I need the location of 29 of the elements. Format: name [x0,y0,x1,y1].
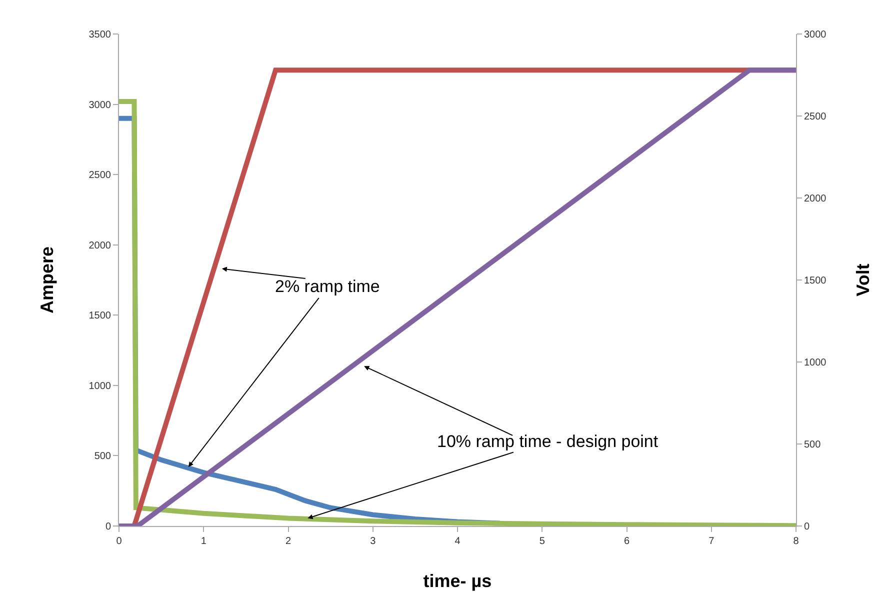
y-tick-label: 0 [105,522,112,532]
y2-tick-label: 0 [804,522,810,532]
annotation: 2% ramp time [275,277,380,296]
annotation: 10% ramp time - design point [437,432,658,451]
x-axis-title: time- µs [423,571,492,592]
y2-tick-label: 3000 [804,30,827,40]
y-tick-label: 2000 [88,240,112,252]
y-axis-title: Ampere [36,246,57,314]
x-tick-label: 4 [454,536,461,547]
x-tick-label: 5 [539,536,546,547]
x-tick-label: 6 [624,536,630,547]
y2-tick-label: 2500 [804,112,827,122]
y2-tick-label: 2000 [804,194,827,204]
y-tick-label: 3500 [88,30,112,40]
x-tick-label: 3 [370,536,376,547]
x-tick-label: 8 [793,536,800,547]
y2-tick-label: 500 [804,440,822,450]
y-tick-label: 500 [94,451,112,462]
y-tick-label: 3000 [88,100,112,111]
x-tick-label: 1 [200,536,207,547]
y2-tick-label: 1500 [804,276,827,286]
x-tick-label: 0 [116,536,122,547]
y-tick-label: 1000 [88,380,112,392]
x-tick-label: 2 [285,536,292,547]
y2-axis-title: Volt [852,264,873,296]
x-tick-label: 7 [708,536,715,547]
y-tick-label: 2500 [88,170,112,182]
y-tick-label: 1500 [88,310,112,322]
y2-tick-label: 1000 [804,358,827,368]
